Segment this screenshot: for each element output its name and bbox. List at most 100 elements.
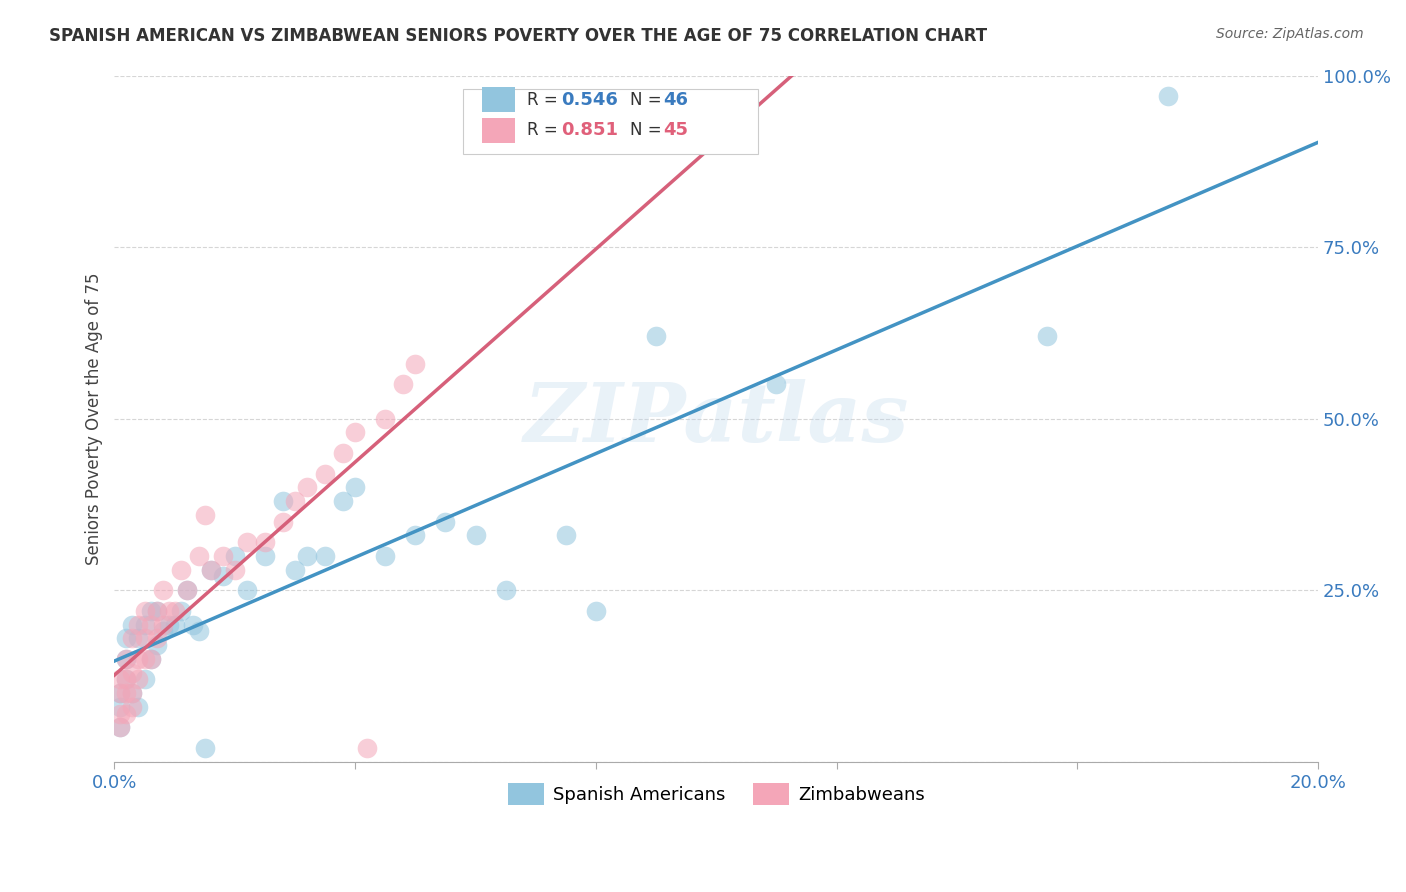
Point bbox=[224, 563, 246, 577]
Point bbox=[236, 535, 259, 549]
Text: 46: 46 bbox=[664, 91, 689, 109]
Text: 0.851: 0.851 bbox=[561, 121, 619, 139]
Point bbox=[284, 563, 307, 577]
Point bbox=[332, 494, 354, 508]
Point bbox=[765, 377, 787, 392]
Point bbox=[127, 673, 149, 687]
Point bbox=[110, 721, 132, 735]
Point bbox=[110, 686, 132, 700]
FancyBboxPatch shape bbox=[481, 87, 515, 112]
Point bbox=[139, 617, 162, 632]
Point bbox=[200, 563, 222, 577]
Point bbox=[554, 528, 576, 542]
Point bbox=[134, 652, 156, 666]
Point bbox=[110, 686, 132, 700]
Point bbox=[152, 617, 174, 632]
Point bbox=[152, 583, 174, 598]
Point bbox=[374, 411, 396, 425]
Point bbox=[332, 446, 354, 460]
Point bbox=[145, 604, 167, 618]
Point bbox=[127, 699, 149, 714]
Point bbox=[134, 604, 156, 618]
Point bbox=[295, 480, 318, 494]
Point bbox=[356, 741, 378, 756]
Point bbox=[585, 604, 607, 618]
Point bbox=[134, 673, 156, 687]
Point bbox=[187, 549, 209, 563]
Point bbox=[434, 515, 457, 529]
Text: 45: 45 bbox=[664, 121, 689, 139]
Point bbox=[194, 741, 217, 756]
Point bbox=[134, 632, 156, 646]
Point bbox=[157, 604, 180, 618]
Point bbox=[127, 617, 149, 632]
Point bbox=[163, 617, 186, 632]
Point bbox=[115, 686, 138, 700]
Point bbox=[152, 624, 174, 639]
Point bbox=[284, 494, 307, 508]
Point bbox=[121, 686, 143, 700]
Point bbox=[271, 494, 294, 508]
Point bbox=[115, 652, 138, 666]
Point bbox=[163, 604, 186, 618]
Point bbox=[115, 673, 138, 687]
Point bbox=[181, 617, 204, 632]
Point bbox=[645, 329, 668, 343]
Text: ZIPatlas: ZIPatlas bbox=[523, 378, 910, 458]
Point bbox=[121, 686, 143, 700]
Point bbox=[271, 515, 294, 529]
Point bbox=[404, 528, 426, 542]
Point bbox=[115, 632, 138, 646]
Point bbox=[145, 604, 167, 618]
Point bbox=[495, 583, 517, 598]
Point bbox=[115, 706, 138, 721]
Point bbox=[200, 563, 222, 577]
Point bbox=[344, 480, 367, 494]
Point bbox=[110, 721, 132, 735]
Point bbox=[169, 563, 191, 577]
Point bbox=[145, 632, 167, 646]
Point bbox=[211, 569, 233, 583]
Text: 0.546: 0.546 bbox=[561, 91, 617, 109]
Point bbox=[187, 624, 209, 639]
Point bbox=[145, 638, 167, 652]
Point bbox=[314, 467, 336, 481]
Text: Source: ZipAtlas.com: Source: ZipAtlas.com bbox=[1216, 27, 1364, 41]
Point bbox=[110, 699, 132, 714]
Point bbox=[134, 617, 156, 632]
FancyBboxPatch shape bbox=[481, 118, 515, 143]
Point bbox=[121, 699, 143, 714]
Point bbox=[1036, 329, 1059, 343]
Point bbox=[127, 632, 149, 646]
Point bbox=[392, 377, 415, 392]
Point bbox=[115, 673, 138, 687]
Point bbox=[464, 528, 486, 542]
Y-axis label: Seniors Poverty Over the Age of 75: Seniors Poverty Over the Age of 75 bbox=[86, 272, 103, 565]
Point bbox=[295, 549, 318, 563]
Text: N =: N = bbox=[630, 91, 666, 109]
Point bbox=[121, 632, 143, 646]
Point bbox=[127, 652, 149, 666]
Point bbox=[139, 604, 162, 618]
Point bbox=[110, 706, 132, 721]
Point bbox=[253, 549, 276, 563]
Point bbox=[211, 549, 233, 563]
Point bbox=[139, 652, 162, 666]
Point bbox=[224, 549, 246, 563]
Point bbox=[157, 617, 180, 632]
Text: SPANISH AMERICAN VS ZIMBABWEAN SENIORS POVERTY OVER THE AGE OF 75 CORRELATION CH: SPANISH AMERICAN VS ZIMBABWEAN SENIORS P… bbox=[49, 27, 987, 45]
Point bbox=[374, 549, 396, 563]
Point bbox=[236, 583, 259, 598]
Text: R =: R = bbox=[527, 121, 564, 139]
Point bbox=[176, 583, 198, 598]
Text: R =: R = bbox=[527, 91, 564, 109]
Point bbox=[253, 535, 276, 549]
Point bbox=[344, 425, 367, 440]
Point bbox=[314, 549, 336, 563]
Point bbox=[169, 604, 191, 618]
Point bbox=[404, 357, 426, 371]
Point bbox=[121, 665, 143, 680]
Point bbox=[115, 652, 138, 666]
Point bbox=[121, 617, 143, 632]
Point bbox=[139, 652, 162, 666]
